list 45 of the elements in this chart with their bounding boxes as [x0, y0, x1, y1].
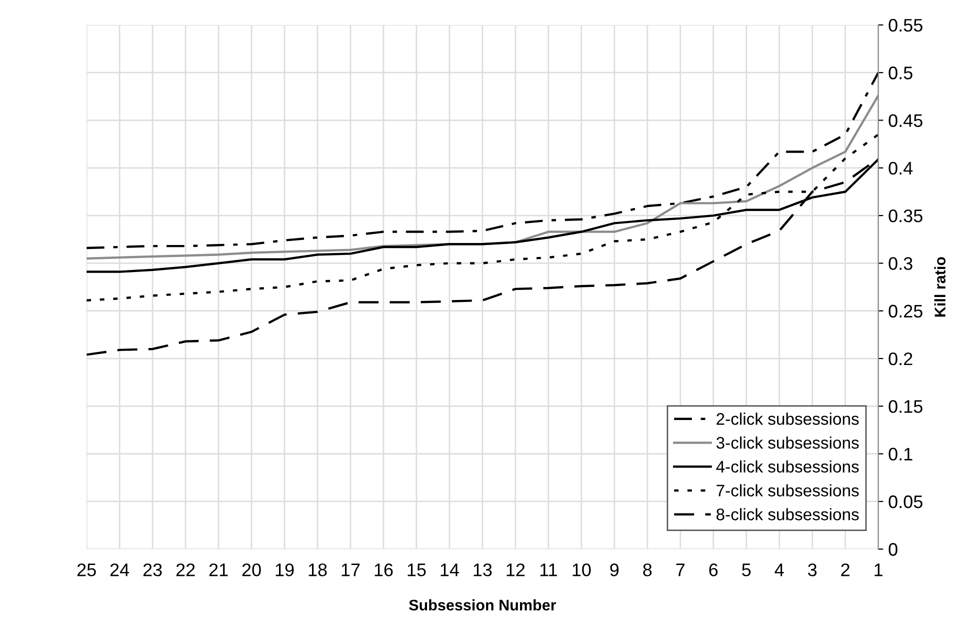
y-tick-label: 0.55 — [888, 18, 922, 32]
y-axis-title: Kill ratio — [934, 257, 946, 317]
line-series — [86, 133, 878, 302]
legend-label: 7-click subsessions — [716, 484, 859, 496]
x-tick-label: 15 — [408, 564, 426, 576]
x-tick-label: 22 — [176, 563, 195, 576]
x-tick-label: 5 — [742, 564, 751, 576]
x-tick-label: 12 — [506, 563, 525, 576]
y-tick-label: 0.25 — [888, 304, 922, 318]
legend-label: 8-click subsessions — [716, 508, 859, 520]
legend-label: 4-click subsessions — [716, 460, 859, 473]
x-tick-label: 25 — [77, 563, 96, 576]
x-tick-label: 3 — [808, 563, 817, 576]
y-tick-label: 0.2 — [888, 352, 912, 366]
y-tick-label: 0.05 — [888, 495, 922, 508]
y-tick-label: 0 — [888, 543, 898, 556]
x-axis-title: Subsession Number — [409, 599, 556, 611]
x-tick-label: 24 — [110, 563, 130, 576]
x-tick-label: 17 — [342, 564, 360, 576]
x-tick-label: 4 — [774, 564, 784, 576]
x-tick-label: 11 — [540, 564, 557, 576]
y-tick-label: 0.4 — [888, 162, 913, 175]
x-tick-label: 18 — [308, 563, 327, 576]
x-tick-label: 2 — [841, 563, 850, 576]
x-tick-label: 19 — [276, 563, 294, 576]
x-tick-label: 6 — [709, 563, 718, 576]
legend-label: 3-click subsessions — [716, 436, 859, 449]
y-tick-label: 0.1 — [888, 448, 912, 461]
y-tick-label: 0.5 — [888, 66, 912, 80]
x-tick-label: 8 — [643, 563, 652, 576]
x-tick-label: 21 — [209, 563, 228, 576]
x-tick-label: 9 — [610, 563, 619, 576]
x-tick-label: 10 — [572, 563, 591, 576]
x-tick-label: 14 — [440, 564, 459, 576]
x-tick-label: 1 — [874, 564, 882, 576]
x-tick-label: 20 — [242, 563, 261, 576]
y-tick-label: 0.35 — [888, 210, 922, 222]
x-tick-label: 23 — [143, 563, 162, 576]
x-tick-label: 7 — [676, 564, 684, 576]
y-tick-label: 0.3 — [888, 257, 912, 270]
y-tick-label: 0.45 — [888, 114, 922, 127]
x-tick-label: 13 — [474, 563, 492, 576]
y-tick-label: 0.15 — [888, 400, 922, 413]
legend-label: 2-click subsessions — [716, 412, 859, 425]
x-tick-label: 16 — [374, 563, 393, 576]
